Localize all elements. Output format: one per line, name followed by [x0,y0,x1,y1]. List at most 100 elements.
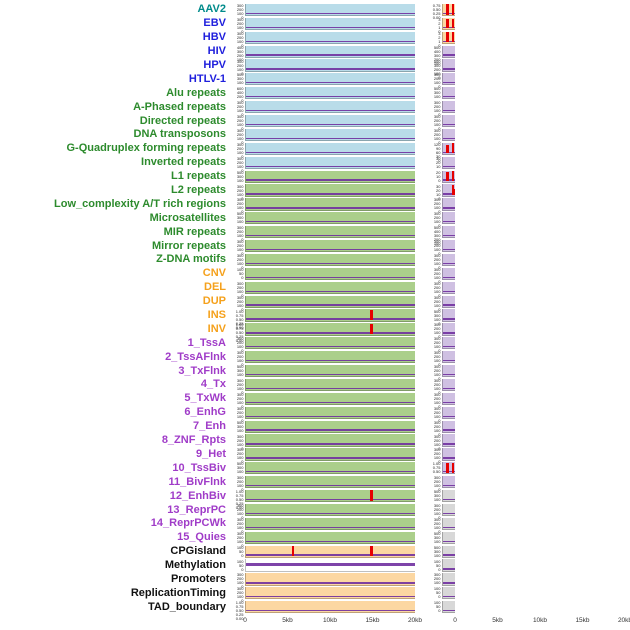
track-label: DNA transposons [133,128,227,141]
y-tick-label: 100 [433,372,441,378]
y-tick-label: 0.75 [235,312,244,318]
signal-spike [451,188,455,196]
y-tick-label: 500 [433,530,441,536]
y-tick-label: 100 [236,372,244,378]
right-track-panel [442,101,455,114]
y-tick-label: 200 [236,284,244,290]
y-tick-label: 100 [433,94,441,100]
y-tick-label: 200 [433,256,441,262]
y-tick-label: 0.75 [432,2,441,8]
y-tick-label: 0.25 [235,612,244,618]
right-track-panel [442,365,455,378]
signal-trace [443,401,455,403]
right-track-panel [442,573,455,586]
y-tick-label: 200 [236,534,244,540]
y-tick-label: 200 [433,368,441,374]
y-tick-label: 30 [436,153,441,159]
signal-trace [246,540,415,542]
y-tick-label: 0 [438,431,441,437]
y-tick-label: 100 [236,108,244,114]
right-y-axis-ticks: 300 200 100 0 [415,337,442,353]
track-row: L2 repeats 300 200 100 0 30 20 10 0 [0,184,630,200]
y-tick-label: 0 [241,209,244,215]
y-tick-label: 0 [438,417,441,423]
right-y-axis-ticks: 300 200 100 0 [415,364,442,381]
right-track-panel [442,517,455,530]
left-track-panel [245,253,415,267]
left-track-panel [245,365,415,378]
y-tick-label: 200 [433,395,441,401]
y-tick-label: 100 [433,344,441,350]
right-track-panel [442,587,455,600]
signal-trace [443,540,455,542]
signal-trace [443,54,455,56]
y-tick-label: 300 [236,503,244,508]
y-tick-label: 10 [436,191,441,197]
track-label: 11_BivFlnk [168,475,226,488]
left-track-panel [245,323,415,336]
right-track-panel [442,198,455,211]
y-tick-label: 300 [236,197,244,203]
signal-trace [246,318,415,320]
track-label: Microsatellites [149,211,226,224]
right-track-panel [442,531,455,544]
right-y-axis-ticks: 300 200 100 0 [415,351,442,367]
y-tick-label: 100 [236,538,244,544]
signal-trace [443,68,455,70]
y-tick-label: 500 [236,419,244,425]
y-tick-label: 100 [236,135,244,141]
y-tick-label: 300 [433,239,441,245]
signal-trace [246,151,415,153]
track-row: HTLV-1 500 300 100 300 200 100 0 [0,72,630,89]
right-y-axis-ticks: 500 300 100 [415,490,442,502]
signal-trace [443,512,455,515]
right-track-panel [442,142,455,155]
track-label: MIR repeats [163,225,226,238]
track-label: 12_EnhBiv [169,489,226,502]
y-tick-label: 3 [438,30,441,36]
right-y-axis-ticks: 300 200 100 0 [415,198,442,214]
y-tick-label: 60 [436,149,441,155]
y-tick-label: 200 [433,576,441,582]
y-tick-label: 300 [433,252,441,258]
y-tick-label: 100 [433,580,441,586]
y-tick-label: 300 [236,433,244,439]
y-tick-label: 0 [438,320,441,326]
track-label: INV [207,322,226,335]
left-y-axis-ticks: 300 200 100 0 [232,197,245,214]
y-tick-label: 1 [438,24,441,30]
left-y-axis-ticks: 300 200 100 0 [232,405,245,422]
right-y-axis-ticks: 300 200 100 0 [415,281,442,297]
y-tick-label: 0 [241,306,244,312]
track-label: G-Quadruplex forming repeats [66,142,226,155]
y-tick-label: 300 [433,127,441,133]
track-label: L1 repeats [170,170,226,183]
track-row: MIR repeats 300 200 100 0 500 400 300 200 100 [0,225,630,246]
track-row: INV 1.00 0.75 0.50 0.25 0.00 300 200 100 0 [0,322,630,343]
y-tick-label: 200 [433,237,441,243]
y-tick-label: 200 [433,354,441,360]
y-tick-label: 100 [236,247,244,253]
right-y-axis-ticks: 300 200 100 0 [415,420,442,436]
y-tick-label: 300 [236,368,244,374]
y-tick-label: 200 [236,104,244,110]
right-y-axis-ticks: 300 200 100 0 [415,504,442,520]
y-tick-label: 0 [241,139,244,145]
y-tick-label: 100 [433,413,441,419]
y-tick-label: 300 [236,405,244,411]
y-tick-label: 0 [241,112,244,118]
left-track-panel [245,406,415,419]
left-track-panel [245,198,415,211]
left-y-axis-ticks: 300 200 100 0 [232,378,245,394]
y-tick-label: 300 [236,173,244,179]
signal-trace [246,512,415,515]
y-tick-label: 300 [236,391,244,397]
y-tick-label: 300 [433,364,441,370]
signal-spike [446,19,449,29]
y-tick-label: 300 [433,322,441,328]
y-tick-label: 0.75 [235,604,244,610]
signal-trace [443,123,455,126]
y-tick-label: 100 [433,274,441,280]
left-y-axis-ticks: 500 300 100 [232,462,245,474]
